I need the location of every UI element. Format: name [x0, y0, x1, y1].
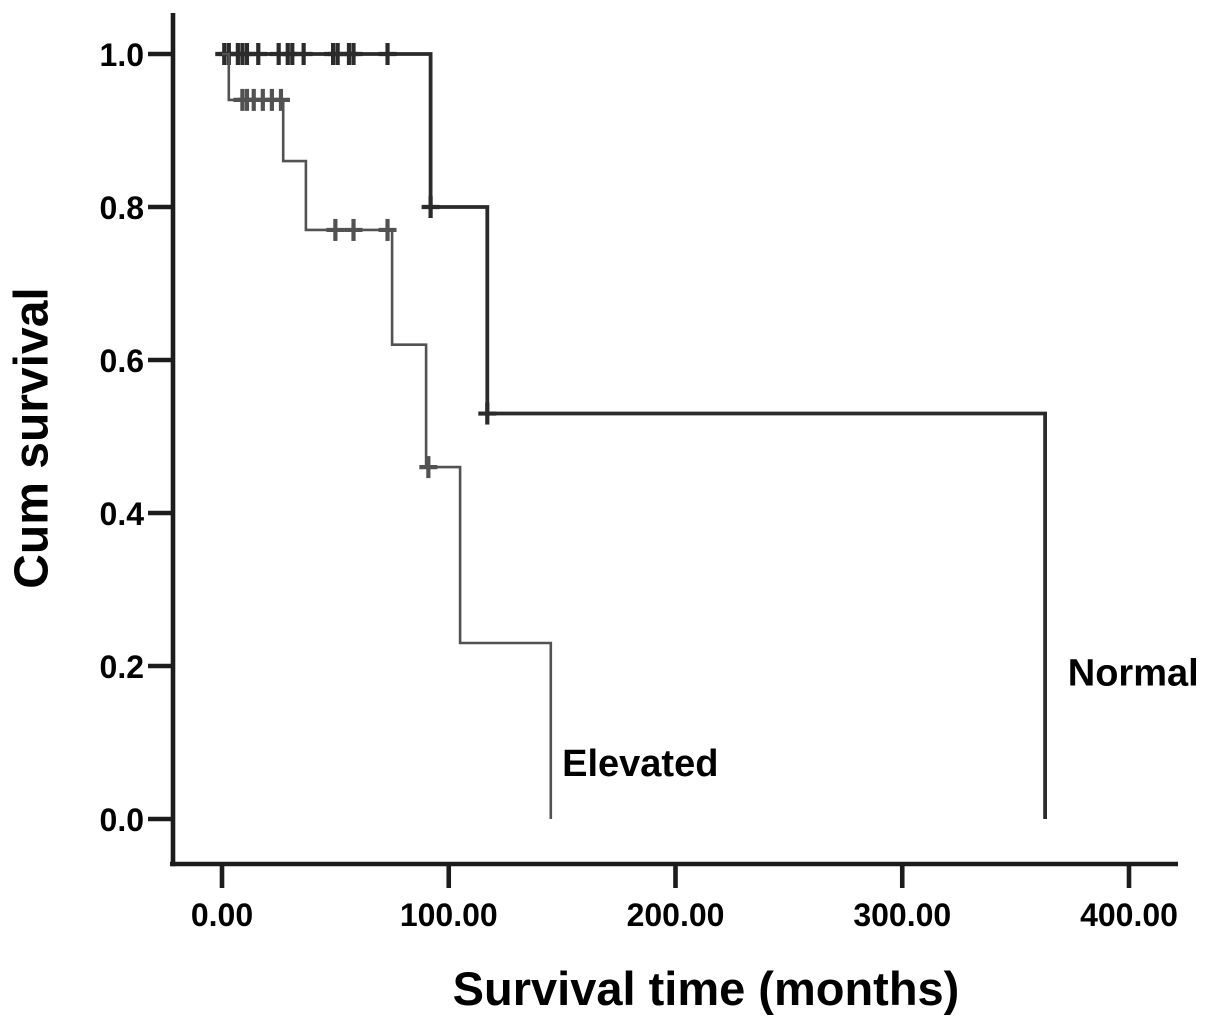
y-tick-label: 0.8	[100, 190, 144, 226]
elevated-curve	[222, 52, 553, 819]
x-tick-label: 200.00	[627, 897, 725, 933]
y-tick-label: 0.0	[100, 802, 144, 838]
x-tick-label: 400.00	[1080, 897, 1178, 933]
y-tick-label: 0.6	[100, 343, 144, 379]
x-tick-label: 100.00	[400, 897, 498, 933]
y-tick-label: 1.0	[100, 37, 144, 73]
normal-curve-label: Normal	[1068, 653, 1199, 695]
y-tick-label: 0.4	[100, 496, 145, 532]
y-tick-label: 0.2	[100, 649, 144, 685]
x-tick-label: 300.00	[853, 897, 951, 933]
x-tick-label: 0.00	[191, 897, 253, 933]
y-axis-title: Cum survival	[5, 287, 59, 589]
normal-curve	[222, 52, 1047, 819]
elevated-curve-label: Elevated	[562, 743, 718, 785]
x-axis-title: Survival time (months)	[452, 962, 960, 1015]
